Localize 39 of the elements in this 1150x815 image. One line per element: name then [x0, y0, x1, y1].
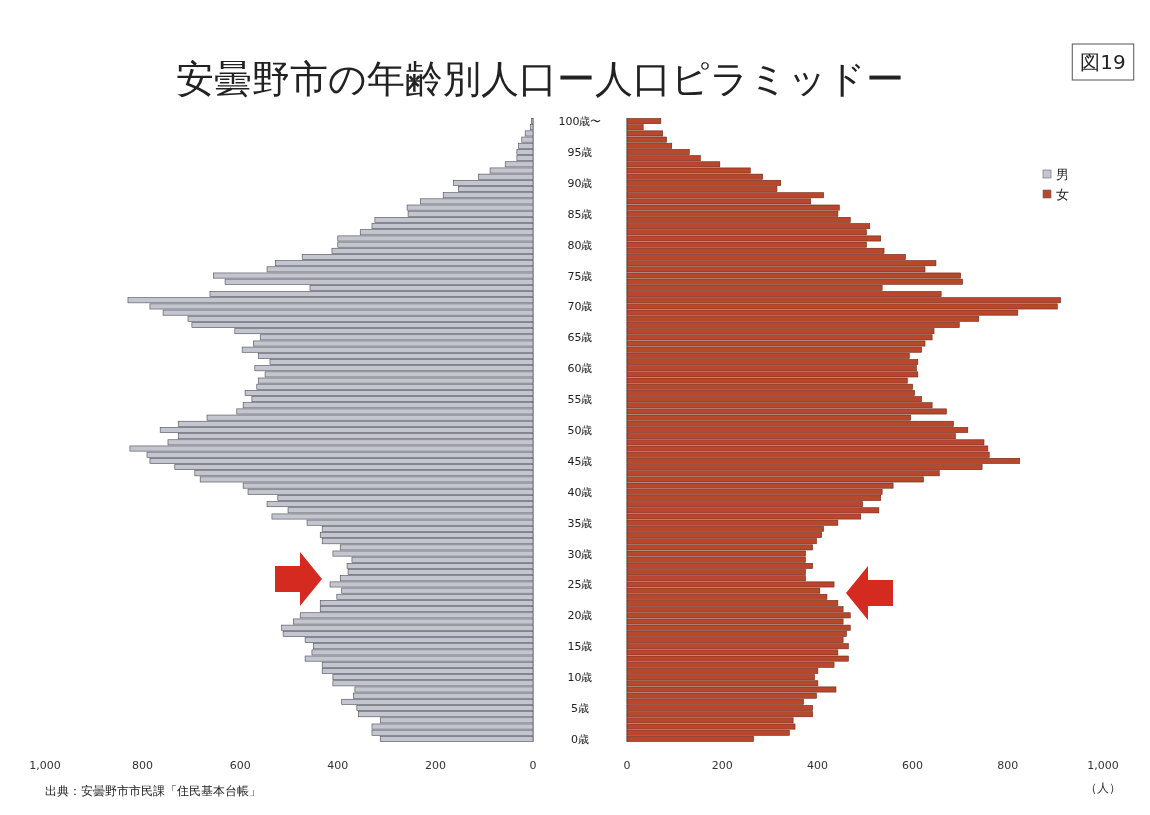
y-tick-label: 55歳 — [567, 393, 593, 407]
y-tick-label: 70歳 — [567, 300, 593, 314]
legend-label: 男 — [1056, 167, 1069, 182]
chart-title: 安曇野市の年齢別人口ー人口ピラミッドー — [176, 57, 904, 101]
x-tick-label: 400 — [327, 759, 349, 772]
x-tick-label: 400 — [806, 759, 828, 772]
source-note: 出典：安曇野市市民課「住民基本台帳」 — [45, 784, 261, 798]
x-tick-label: 800 — [132, 759, 154, 772]
y-tick-label: 15歳 — [567, 640, 593, 654]
y-tick-label: 85歳 — [567, 207, 593, 221]
y-tick-label: 75歳 — [567, 269, 593, 283]
y-tick-label: 50歳 — [567, 424, 593, 437]
x-tick-label: 600 — [902, 759, 924, 772]
x-tick-label: 0 — [623, 759, 631, 772]
y-tick-label: 90歳 — [567, 176, 593, 190]
y-tick-label: 100歳〜 — [558, 115, 602, 129]
y-tick-label: 45歳 — [567, 454, 593, 468]
y-tick-label: 0歳 — [571, 732, 589, 746]
y-tick-label: 60歳 — [567, 362, 593, 376]
x-tick-label: 1,000 — [1087, 759, 1119, 772]
y-tick-label: 95歳 — [567, 145, 593, 159]
x-tick-label: 800 — [997, 759, 1019, 772]
y-tick-label: 40歳 — [567, 485, 593, 499]
y-tick-label: 65歳 — [567, 331, 593, 345]
x-tick-label: 1,000 — [29, 759, 61, 772]
x-tick-label: 200 — [424, 759, 446, 772]
x-tick-label: 0 — [529, 759, 537, 772]
y-tick-label: 20歳 — [567, 609, 593, 623]
y-tick-label: 30歳 — [567, 547, 593, 561]
x-axis-title: （人） — [1085, 781, 1121, 795]
y-tick-label: 25歳 — [567, 578, 593, 592]
x-tick-label: 600 — [229, 759, 251, 772]
caption: 図19 — [1080, 50, 1126, 74]
x-tick-label: 200 — [711, 759, 733, 772]
y-tick-label: 80歳 — [567, 238, 593, 252]
y-tick-label: 5歳 — [571, 702, 589, 716]
y-tick-label: 35歳 — [567, 516, 593, 530]
legend-label: 女 — [1056, 187, 1069, 202]
y-tick-label: 10歳 — [567, 671, 593, 685]
